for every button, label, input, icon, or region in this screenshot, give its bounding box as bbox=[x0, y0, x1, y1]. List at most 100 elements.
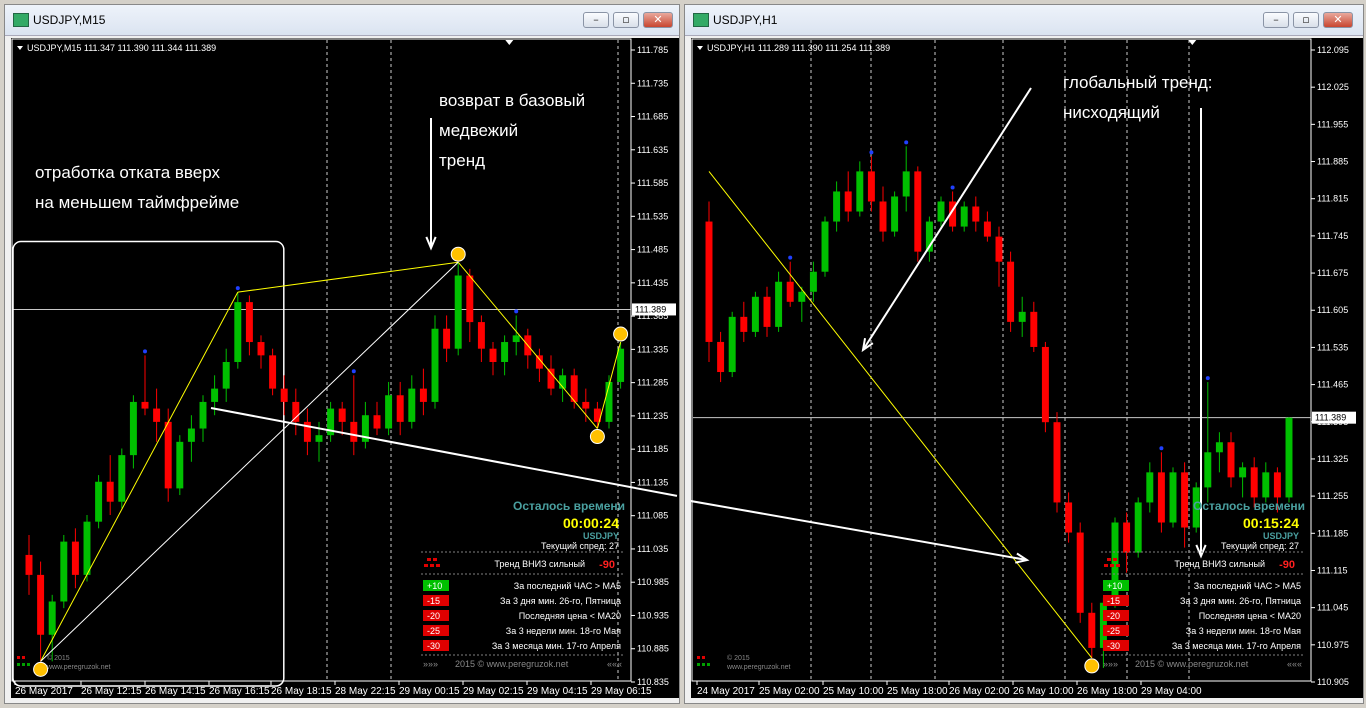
panel-footer-left: »»» bbox=[1103, 659, 1118, 669]
candlestick-chart-m15[interactable]: 111.785 111.735 111.685 111.635 111.585 111.5… bbox=[11, 38, 679, 698]
score-value: -30 bbox=[427, 641, 440, 651]
score-badge bbox=[423, 580, 449, 591]
candle-body bbox=[1250, 467, 1258, 498]
candle-body bbox=[385, 395, 393, 429]
panel-footer-right: ««« bbox=[607, 659, 622, 669]
window-title: USDJPY,M15 bbox=[33, 13, 106, 27]
score-value: +10 bbox=[427, 581, 442, 591]
candle-body bbox=[25, 554, 33, 575]
window-titlebar[interactable]: USDJPY,H1 – ▫ ✕ bbox=[685, 5, 1363, 36]
zigzag-line bbox=[40, 291, 239, 662]
candle-body bbox=[949, 201, 957, 227]
y-tick-label: 111.885 bbox=[1317, 157, 1348, 167]
trend-icon bbox=[1113, 558, 1117, 561]
logo-url: www.peregruzok.net bbox=[46, 664, 110, 671]
score-value: -30 bbox=[1107, 641, 1120, 651]
close-icon[interactable]: ✕ bbox=[1323, 12, 1353, 28]
y-tick-label: 111.815 bbox=[1317, 194, 1348, 204]
zigzag-line bbox=[708, 171, 1093, 659]
candle-body bbox=[937, 201, 945, 222]
y-tick-label: 111.485 bbox=[637, 245, 668, 255]
score-value: -20 bbox=[427, 611, 440, 621]
x-tick-label: 26 May 2017 bbox=[15, 686, 73, 697]
y-tick-label: 112.095 bbox=[1317, 45, 1349, 55]
y-tick-label: 111.585 bbox=[637, 178, 668, 188]
x-tick-label: 26 May 12:15 bbox=[81, 686, 142, 697]
annotation-text: возврат в базовый bbox=[439, 91, 585, 110]
x-tick-label: 25 May 18:00 bbox=[887, 686, 948, 697]
score-text: Последняя цена < MA20 bbox=[1199, 611, 1301, 621]
y-tick-label: 111.085 bbox=[637, 511, 668, 521]
annotation-text: нисходящий bbox=[1063, 103, 1160, 122]
candle-body bbox=[95, 481, 103, 522]
panel-footer: 2015 © www.peregruzok.net bbox=[455, 659, 569, 669]
window-titlebar[interactable]: USDJPY,M15 – ▫ ✕ bbox=[5, 5, 679, 36]
y-tick-label: 111.675 bbox=[1317, 268, 1348, 278]
panel-timer: 00:15:24 bbox=[1243, 515, 1299, 531]
candle-body bbox=[879, 201, 887, 232]
candle-body bbox=[1262, 472, 1270, 498]
score-badge bbox=[423, 595, 449, 606]
candle-body bbox=[118, 455, 126, 502]
arrow-head-icon bbox=[1015, 552, 1030, 564]
fractal-dot bbox=[904, 140, 909, 145]
candle-body bbox=[1273, 472, 1281, 498]
restore-icon[interactable]: ▫ bbox=[613, 12, 639, 28]
trend-icon bbox=[433, 558, 437, 561]
x-tick-label: 28 May 22:15 bbox=[335, 686, 396, 697]
price-tag: 111.389 bbox=[635, 304, 666, 314]
score-text: Последняя цена < MA20 bbox=[519, 611, 621, 621]
y-tick-label: 111.255 bbox=[1317, 491, 1348, 501]
y-tick-label: 111.335 bbox=[637, 344, 668, 354]
chart-window-h1[interactable]: USDJPY,H1 – ▫ ✕ 112.095 112.025 111.955 111… bbox=[684, 4, 1364, 704]
trend-line bbox=[40, 261, 459, 662]
candle-body bbox=[164, 421, 172, 489]
candle-body bbox=[129, 401, 137, 456]
candle-body bbox=[327, 408, 335, 436]
candle-body bbox=[809, 271, 817, 292]
candle-body bbox=[176, 441, 184, 489]
candle-body bbox=[512, 335, 520, 343]
candle-body bbox=[431, 328, 439, 402]
zigzag-marker-icon bbox=[33, 661, 49, 677]
candle-body bbox=[856, 171, 864, 212]
restore-icon[interactable]: ▫ bbox=[1293, 12, 1319, 28]
candle-body bbox=[821, 221, 829, 272]
dropdown-icon bbox=[17, 46, 23, 50]
candle-body bbox=[833, 191, 841, 222]
logo-icon bbox=[702, 656, 705, 659]
candle-body bbox=[257, 342, 265, 356]
logo-url: www.peregruzok.net bbox=[726, 664, 790, 671]
candle-body bbox=[48, 601, 56, 635]
candle-body bbox=[280, 388, 288, 402]
candle-body bbox=[1041, 346, 1049, 423]
candle-body bbox=[972, 206, 980, 222]
minimize-icon[interactable]: – bbox=[1263, 12, 1289, 28]
panel-spread: Текущий спред: 27 bbox=[541, 541, 619, 551]
candle-body bbox=[454, 275, 462, 349]
panel-symbol: USDJPY bbox=[583, 531, 619, 541]
candle-body bbox=[593, 408, 601, 422]
fractal-dot bbox=[869, 150, 874, 155]
trend-icon bbox=[424, 564, 428, 567]
fractal-dot bbox=[351, 369, 356, 374]
panel-spread: Текущий спред: 27 bbox=[1221, 541, 1299, 551]
close-icon[interactable]: ✕ bbox=[643, 12, 673, 28]
candle-body bbox=[914, 171, 922, 252]
score-badge bbox=[423, 625, 449, 636]
trend-icon bbox=[427, 558, 431, 561]
zigzag-marker-icon bbox=[450, 246, 466, 262]
y-tick-label: 110.835 bbox=[637, 677, 669, 687]
zigzag-line bbox=[596, 341, 622, 429]
candlestick-chart-h1[interactable]: 112.095 112.025 111.955 111.885 111.815 111.7… bbox=[691, 38, 1363, 698]
y-tick-label: 111.735 bbox=[637, 78, 668, 88]
candle-body bbox=[269, 355, 277, 389]
minimize-icon[interactable]: – bbox=[583, 12, 609, 28]
candle-body bbox=[582, 401, 590, 409]
chart-window-m15[interactable]: USDJPY,M15 – ▫ ✕ 111.785 111.735 111.685 11… bbox=[4, 4, 680, 704]
chart-window-icon bbox=[13, 13, 29, 27]
score-badge bbox=[1103, 580, 1129, 591]
dropdown-icon bbox=[697, 46, 703, 50]
candle-body bbox=[303, 421, 311, 442]
candle-body bbox=[547, 368, 555, 389]
